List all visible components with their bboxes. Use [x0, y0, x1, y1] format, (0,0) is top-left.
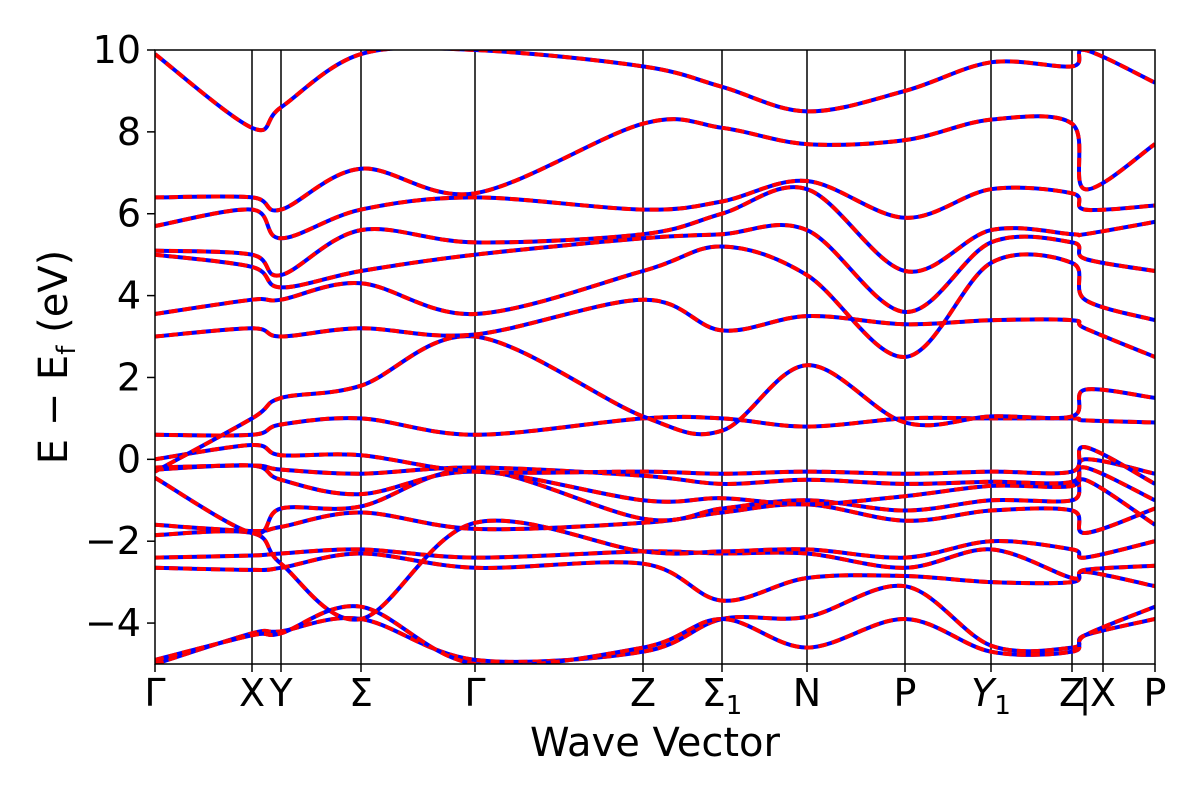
x-tick-label: Y: [268, 671, 293, 715]
x-tick-label: Y1: [971, 671, 1011, 721]
x-tick-label: P: [1144, 671, 1167, 715]
band-line: [155, 334, 1155, 474]
x-tick-label: Γ: [464, 671, 485, 715]
x-tick-label: Z: [1059, 671, 1085, 715]
band-line: [155, 457, 1155, 486]
x-tick-label: Γ: [144, 671, 165, 715]
band-line: [155, 297, 1155, 359]
y-tick-label: 10: [93, 28, 141, 72]
y-tick-label: 0: [117, 437, 141, 481]
y-axis: −4 −2 0 2 4 6 8 10: [85, 28, 155, 645]
y-tick-label: 4: [117, 274, 141, 318]
band-line: [155, 604, 1155, 664]
x-tick-label: X: [1090, 671, 1116, 715]
x-tick-label: Z: [630, 671, 656, 715]
band-line: [155, 502, 1155, 536]
band-line: [155, 222, 1155, 315]
kpoint-lines: [251, 50, 1104, 664]
band-line: [155, 518, 1155, 622]
y-tick-label: −4: [85, 601, 141, 645]
y-tick-label: −2: [85, 519, 141, 563]
x-tick-label: P: [894, 671, 917, 715]
band-line: [155, 467, 1155, 536]
band-line: [155, 178, 1155, 241]
x-axis: Γ X Y Σ Γ Z Σ1 N P Y1 Z|X P: [144, 664, 1166, 721]
band-line: [155, 604, 1155, 664]
band-line: [155, 463, 1155, 507]
band-line: [155, 244, 1155, 360]
x-tick-label: |: [1079, 671, 1092, 716]
band-line: [155, 334, 1155, 474]
x-tick-label: Σ: [349, 671, 373, 715]
x-axis-title: Wave Vector: [530, 720, 781, 766]
x-tick-label: Σ1: [702, 671, 743, 721]
y-tick-label: 8: [117, 110, 141, 154]
x-tick-label: N: [793, 671, 821, 715]
band-line: [155, 297, 1155, 359]
y-tick-label: 6: [117, 192, 141, 236]
band-line: [155, 50, 1155, 133]
band-line: [155, 551, 1155, 603]
band-line: [155, 442, 1155, 486]
band-line: [155, 518, 1155, 622]
y-axis-title: E − Ef (eV): [31, 250, 82, 465]
band-line: [155, 114, 1155, 213]
band-line: [155, 185, 1155, 278]
band-line: [155, 547, 1155, 581]
plot-frame: [154, 49, 1156, 665]
bands: [155, 50, 1155, 664]
y-tick-label: 2: [117, 355, 141, 399]
x-tick-label: X: [239, 671, 265, 715]
